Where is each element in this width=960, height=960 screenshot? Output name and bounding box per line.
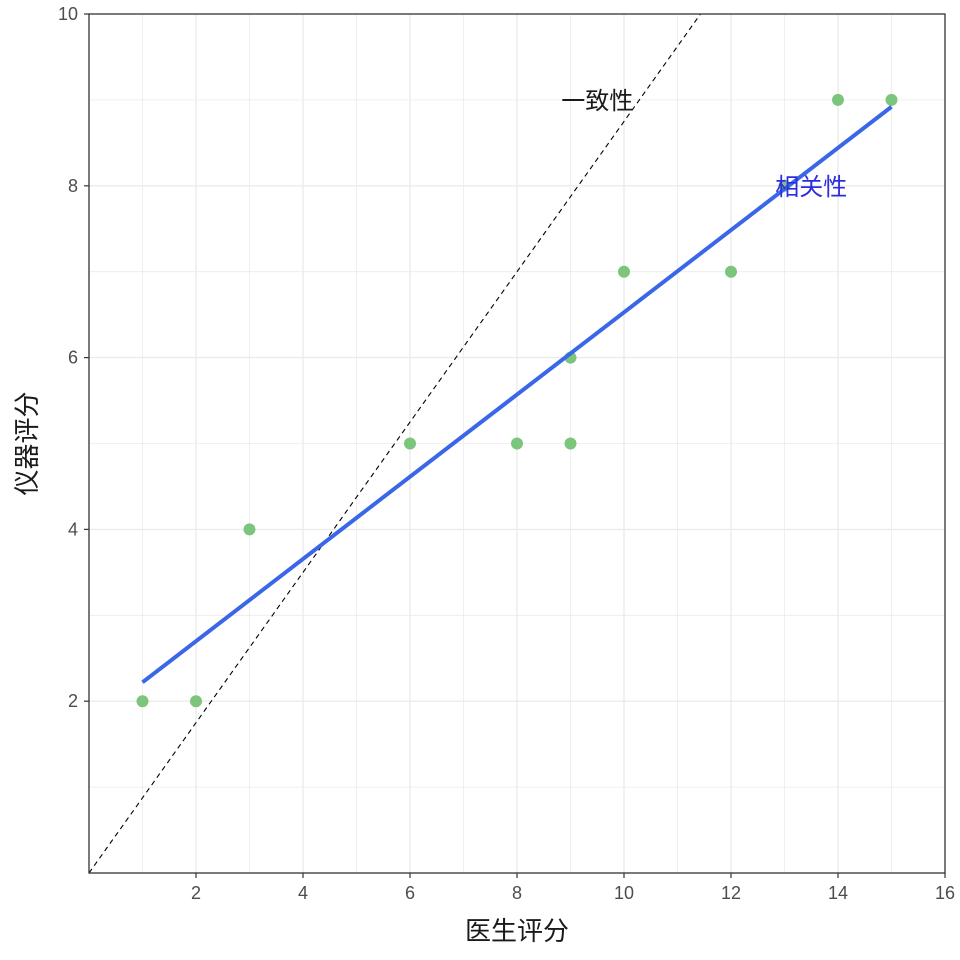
y-tick-label: 2 bbox=[68, 691, 78, 711]
data-point bbox=[136, 695, 149, 708]
grid-lines bbox=[89, 14, 945, 873]
data-point bbox=[885, 93, 898, 106]
x-tick-label: 8 bbox=[512, 883, 522, 903]
data-point bbox=[832, 93, 844, 106]
data-point bbox=[725, 265, 737, 278]
annotation-label: 一致性 bbox=[561, 87, 633, 115]
data-point bbox=[243, 523, 256, 536]
y-tick-label: 8 bbox=[68, 176, 78, 196]
tick-labels: 2 4 6 8 10 12 14 16 2 4 6 8 10 bbox=[58, 4, 955, 903]
y-axis-title: 仪器评分 bbox=[13, 391, 43, 495]
regression-line-group bbox=[141, 105, 893, 684]
data-point bbox=[190, 695, 202, 708]
x-tick-label: 4 bbox=[298, 883, 308, 903]
x-tick-label: 6 bbox=[405, 883, 415, 903]
identity-line-group bbox=[88, 13, 701, 874]
x-tick-label: 14 bbox=[828, 883, 848, 903]
data-point bbox=[511, 437, 523, 450]
data-point bbox=[564, 437, 577, 450]
x-axis-title: 医生评分 bbox=[465, 917, 569, 947]
x-tick-label: 10 bbox=[614, 883, 634, 903]
annotation-label: 相关性 bbox=[775, 173, 847, 201]
data-point bbox=[618, 265, 630, 278]
identity-line bbox=[88, 13, 701, 874]
regression-line bbox=[141, 105, 893, 684]
x-tick-label: 2 bbox=[191, 883, 201, 903]
x-tick-label: 16 bbox=[935, 883, 955, 903]
y-tick-label: 10 bbox=[58, 4, 78, 24]
y-tick-label: 4 bbox=[68, 519, 78, 539]
x-tick-label: 12 bbox=[721, 883, 741, 903]
data-point bbox=[404, 437, 416, 450]
y-tick-label: 6 bbox=[68, 348, 78, 368]
